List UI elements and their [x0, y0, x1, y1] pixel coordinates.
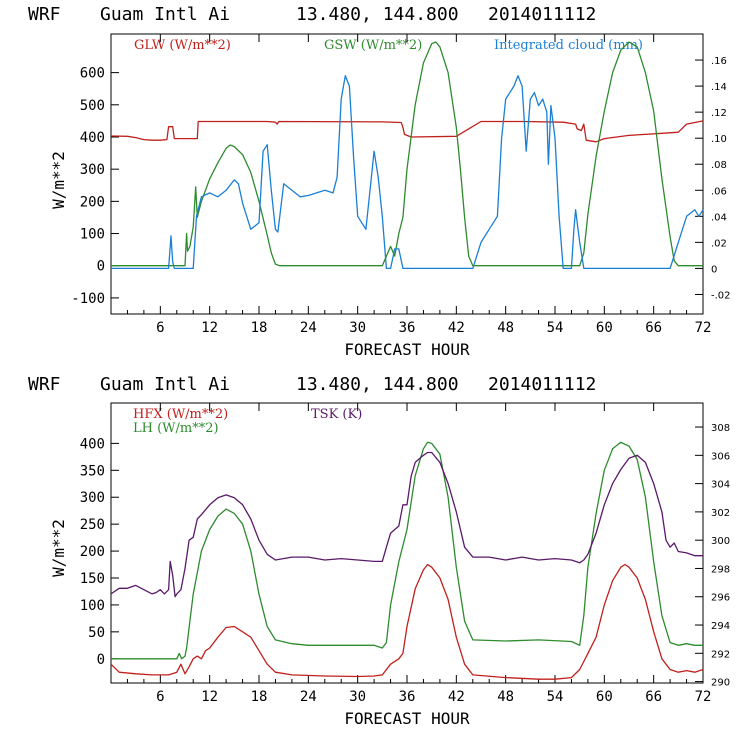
- panel1-legend-cloud: Integrated cloud (mm): [494, 38, 643, 53]
- panel1-y-tick-label: 600: [80, 66, 105, 82]
- panel2-title-model: WRF: [28, 374, 61, 395]
- panel2-y2-tick-label: 290: [711, 678, 730, 689]
- panel2-x-tick-label: 24: [300, 689, 317, 705]
- panel2-y2-tick-label: 296: [711, 593, 730, 604]
- panel2-title-run: 2014011112: [488, 374, 596, 395]
- panel1-series-line-gsw: [111, 41, 703, 267]
- panel2-x-tick-label: 72: [695, 689, 712, 705]
- panel1-series-line-integrated: [111, 75, 704, 270]
- panel1-x-tick-label: 30: [349, 320, 366, 336]
- panel1-y-ticks: -100 0 100 200 300 400 500 600: [71, 66, 119, 307]
- panel1-y-tick-label: -100: [71, 291, 105, 307]
- panel2-legend-hfx: HFX (W/m**2): [133, 407, 228, 422]
- panel1-y2-tick-label: .06: [711, 186, 727, 197]
- panel2-y-tick-label: 50: [88, 625, 105, 641]
- panel1-legend-gsw: GSW (W/m**2): [324, 38, 422, 53]
- panel2-series-line-lh: [111, 441, 703, 660]
- panel1-x-tick-label: 60: [596, 320, 613, 336]
- panel1-x-tick-label: 24: [300, 320, 317, 336]
- panel2-y-tick-label: 200: [80, 544, 105, 560]
- panel1-y-tick-label: 300: [80, 162, 105, 178]
- panel1-y2-ticks: -.02 0 .02 .04 .06 .08 .10 .12 .14 .16: [695, 56, 731, 301]
- panel2-y2-ticks: 290 292 294 296 298 300 302 304 306 308: [695, 423, 730, 689]
- panel2-x-tick-label: 42: [448, 689, 465, 705]
- panel2-y-tick-label: 0: [97, 652, 105, 668]
- panel1-title-run: 2014011112: [488, 4, 596, 25]
- panel1-y2-tick-label: .14: [711, 82, 727, 93]
- panel2-x-tick-label: 48: [497, 689, 514, 705]
- panel2-x-axis-label: FORECAST HOUR: [344, 709, 470, 728]
- panel1-legend-glw: GLW (W/m**2): [134, 38, 231, 53]
- panel2-x-tick-label: 12: [201, 689, 218, 705]
- panel2-y-axis-label: W/m**2: [49, 519, 68, 577]
- panel1-x-tick-label: 36: [399, 320, 416, 336]
- panel2-legend-tsk: TSK (K): [311, 407, 362, 422]
- panel1-series: [110, 41, 704, 270]
- panel1-x-tick-label: 48: [497, 320, 514, 336]
- panel1-y2-tick-label: .02: [711, 238, 727, 249]
- panel1-y2-tick-label: .04: [711, 212, 727, 223]
- panel2-y2-tick-label: 294: [711, 621, 730, 632]
- panel-heat-flux-tsk: WRF Guam Intl Ai 13.480, 144.800 2014011…: [28, 374, 730, 728]
- panel2-y2-tick-label: 306: [711, 451, 730, 462]
- panel2-y-tick-label: 250: [80, 517, 105, 533]
- panel1-x-tick-label: 12: [201, 320, 218, 336]
- panel2-title-coords: 13.480, 144.800: [296, 374, 459, 395]
- panel1-y2-tick-label: .12: [711, 108, 727, 119]
- panel2-series: [110, 441, 704, 680]
- panel1-y2-tick-label: 0: [711, 264, 717, 275]
- panel2-legend-lh: LH (W/m**2): [133, 421, 219, 436]
- panel1-x-tick-label: 72: [695, 320, 712, 336]
- panel2-y2-tick-label: 308: [711, 423, 730, 434]
- panel2-y-tick-label: 150: [80, 571, 105, 587]
- panel1-x-ticks: 6 12 18 24 30 36 42 48 54 60 66 72: [126, 34, 712, 336]
- panel1-y-tick-label: 500: [80, 98, 105, 114]
- panel1-x-tick-label: 54: [547, 320, 564, 336]
- panel1-x-tick-label: 66: [645, 320, 662, 336]
- panel1-x-axis-label: FORECAST HOUR: [344, 340, 470, 359]
- panel1-x-tick-label: 6: [156, 320, 164, 336]
- panel1-y2-tick-label: .16: [711, 56, 727, 67]
- panel1-series-line-glw: [110, 120, 704, 143]
- panel2-y2-tick-label: 292: [711, 649, 730, 660]
- panel1-x-tick-label: 18: [251, 320, 268, 336]
- panel2-x-tick-label: 54: [547, 689, 564, 705]
- panel1-y-tick-label: 100: [80, 227, 105, 243]
- panel2-y-tick-label: 400: [80, 436, 105, 452]
- panel1-title-station: Guam Intl Ai: [100, 4, 230, 25]
- panel2-x-tick-label: 18: [251, 689, 268, 705]
- panel2-plot-frame: [110, 402, 704, 684]
- panel2-y-ticks: 0 50 100 150 200 250 300 350 400: [80, 436, 119, 668]
- panel1-y-tick-label: 200: [80, 194, 105, 210]
- panel2-y2-tick-label: 304: [711, 480, 730, 491]
- panel1-title-coords: 13.480, 144.800: [296, 4, 459, 25]
- panel2-title-station: Guam Intl Ai: [100, 374, 230, 395]
- panel2-series-line-tsk: [110, 451, 703, 598]
- panel1-y2-tick-label: -.02: [711, 290, 731, 301]
- panel1-y2-tick-label: .10: [711, 134, 727, 145]
- panel1-y-tick-label: 400: [80, 130, 105, 146]
- panel-radiation-cloud: WRF Guam Intl Ai 13.480, 144.800 2014011…: [28, 4, 731, 359]
- panel2-x-tick-label: 36: [399, 689, 416, 705]
- panel2-x-tick-label: 60: [596, 689, 613, 705]
- panel1-y-tick-label: 0: [97, 259, 105, 275]
- panel2-y2-tick-label: 298: [711, 564, 730, 575]
- panel1-y-axis-label: W/m**2: [49, 151, 68, 209]
- panel1-x-tick-label: 42: [448, 320, 465, 336]
- panel2-y2-tick-label: 300: [711, 536, 730, 547]
- panel1-title-model: WRF: [28, 4, 61, 25]
- panel2-x-ticks: 6 12 18 24 30 36 42 48 54 60 66 72: [126, 403, 712, 705]
- panel1-y2-tick-label: .08: [711, 160, 727, 171]
- panel2-y-tick-label: 100: [80, 598, 105, 614]
- panel2-series-line-hfx: [110, 563, 704, 680]
- panel2-x-tick-label: 30: [349, 689, 366, 705]
- panel2-y-tick-label: 350: [80, 463, 105, 479]
- panel2-x-tick-label: 66: [645, 689, 662, 705]
- panel2-x-tick-label: 6: [156, 689, 164, 705]
- panel2-y-tick-label: 300: [80, 490, 105, 506]
- panel2-y2-tick-label: 302: [711, 508, 730, 519]
